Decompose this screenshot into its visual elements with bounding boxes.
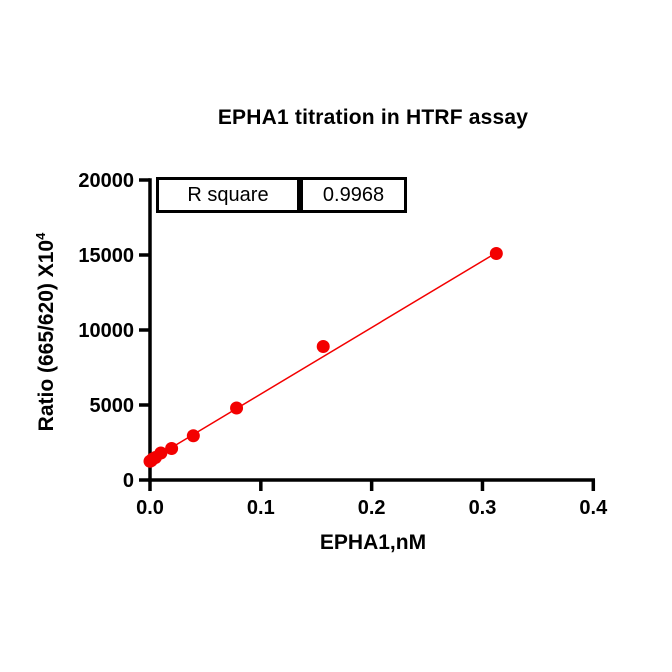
x-tick-label: 0.3: [469, 497, 497, 519]
data-point: [316, 340, 330, 353]
r-square-box: R square 0.9968: [156, 177, 407, 213]
data-point: [154, 446, 168, 460]
fit-line: [149, 252, 497, 462]
y-tick-label: 10000: [78, 320, 134, 342]
x-tick-label: 0.4: [579, 497, 608, 519]
r-square-label: R square: [156, 177, 300, 213]
x-tick-label: 0.1: [247, 497, 275, 519]
y-tick-label: 5000: [90, 395, 135, 417]
data-point: [165, 442, 179, 455]
data-point: [186, 429, 200, 443]
x-tick-label: 0.0: [136, 497, 164, 519]
r-square-value: 0.9968: [300, 177, 407, 213]
y-axis-title: Ratio (665/620) X104: [33, 233, 59, 432]
x-axis-title: EPHA1,nM: [319, 531, 427, 554]
data-point: [230, 401, 244, 415]
y-tick-label: 20000: [78, 170, 134, 192]
y-tick-label: 15000: [78, 245, 134, 267]
y-axis-title-text: Ratio (665/620) X10: [35, 239, 58, 432]
x-tick-label: 0.2: [358, 497, 386, 519]
y-tick-label: 0: [123, 470, 134, 492]
data-point: [489, 247, 503, 260]
y-axis-title-exponent: 4: [33, 232, 48, 240]
chart-title: EPHA1 titration in HTRF assay: [217, 106, 529, 129]
